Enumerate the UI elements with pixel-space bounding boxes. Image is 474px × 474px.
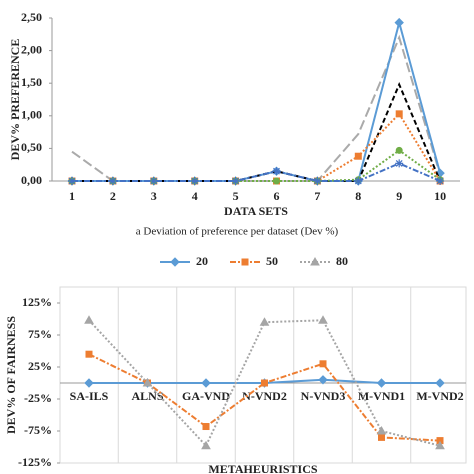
series-line: [72, 81, 442, 182]
marker: [108, 177, 117, 185]
x-tick-label: M-VND2: [416, 389, 463, 403]
marker: [241, 258, 249, 266]
y-tick-label: 25%: [28, 359, 52, 373]
marker: [201, 440, 211, 450]
marker: [170, 257, 180, 267]
x-tick-label: GA-VND: [182, 389, 230, 403]
marker: [318, 315, 328, 324]
x-tick-label: SA-ILS: [70, 389, 109, 403]
caption: a Deviation of preference per dataset (D…: [136, 226, 339, 238]
marker: [395, 159, 404, 168]
x-tick-label: M-VND1: [358, 389, 405, 403]
x-tick-label: 2: [110, 189, 116, 203]
marker: [376, 378, 387, 388]
x-tick-label: 4: [192, 189, 198, 203]
marker: [436, 177, 445, 185]
x-tick-label: 6: [274, 189, 280, 203]
y-tick-label: 1,50: [21, 75, 42, 89]
x-tick-label: N-VND2: [242, 389, 287, 403]
marker: [395, 110, 403, 118]
x-axis-title: DATA SETS: [224, 204, 288, 218]
marker: [259, 317, 270, 326]
x-tick-label: 3: [151, 189, 157, 203]
marker: [142, 377, 153, 387]
x-tick-label: 5: [233, 189, 239, 203]
series-line: [71, 34, 442, 182]
marker: [68, 177, 76, 185]
x-tick-label: 1: [69, 189, 75, 203]
marker: [313, 177, 322, 185]
marker: [272, 167, 281, 176]
marker: [273, 177, 280, 185]
y-tick-label: 2,50: [21, 10, 42, 24]
y-tick-label: 125%: [22, 295, 52, 309]
y-tick-label: 0,50: [21, 140, 42, 154]
marker: [435, 440, 445, 450]
series-line: [72, 18, 442, 182]
legend-label: 20: [196, 254, 208, 268]
marker: [202, 423, 210, 431]
x-axis-title: METAHEURISTICS: [208, 462, 317, 474]
y-tick-label: -75%: [24, 423, 52, 437]
x-tick-label: 10: [434, 189, 446, 203]
marker: [354, 152, 362, 160]
marker: [190, 177, 199, 185]
marker: [149, 177, 158, 185]
x-tick-label: N-VND3: [301, 389, 346, 403]
marker: [84, 378, 94, 388]
legend-label: 50: [266, 254, 278, 268]
y-tick-label: -125%: [18, 455, 52, 469]
marker: [201, 378, 211, 388]
marker: [310, 256, 320, 266]
x-tick-label: 8: [355, 189, 361, 203]
marker: [435, 378, 445, 388]
series-line: [72, 162, 441, 182]
marker: [261, 379, 268, 387]
y-axis-title: DEV% OF FAIRNESS: [4, 316, 18, 434]
marker: [231, 177, 240, 185]
y-tick-label: 75%: [28, 327, 52, 341]
marker: [354, 177, 363, 185]
legend-label: 80: [336, 254, 348, 268]
plot-frame: [59, 286, 467, 464]
y-tick-label: 2,00: [21, 42, 42, 56]
marker: [319, 360, 327, 368]
x-tick-label: ALNS: [131, 389, 163, 403]
y-tick-label: 1,00: [21, 108, 42, 122]
marker: [85, 350, 93, 358]
marker: [376, 425, 387, 435]
marker: [378, 433, 385, 441]
marker: [395, 146, 403, 154]
series-line: [72, 112, 441, 182]
marker: [84, 315, 94, 324]
y-axis-title: DEV% PREFERENCE: [8, 39, 22, 161]
x-tick-label: 7: [314, 189, 320, 203]
y-tick-label: 0,00: [21, 173, 42, 187]
marker: [318, 375, 328, 385]
marker: [394, 17, 404, 28]
y-tick-label: -25%: [24, 391, 52, 405]
x-tick-label: 9: [396, 189, 402, 203]
